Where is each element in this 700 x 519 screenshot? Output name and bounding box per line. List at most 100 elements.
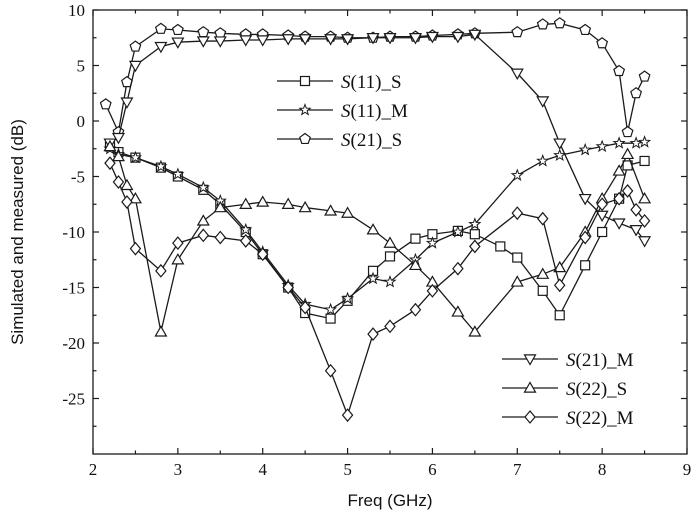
legend-entry: S(22)_S [502,379,627,400]
data-point [510,68,524,80]
data-point [128,191,142,204]
data-point [579,230,591,245]
data-point [578,142,592,156]
data-point [341,34,355,46]
data-point [197,25,210,38]
data-point [281,197,295,209]
data-point [553,260,567,273]
data-point [637,135,652,148]
data-point [510,275,524,287]
data-point [511,25,524,38]
y-tick-label: 5 [77,57,86,76]
data-point [366,223,380,235]
data-point [468,325,482,337]
y-tick-label: -25 [62,390,85,409]
data-point [495,241,506,252]
data-point [512,252,523,263]
data-point [128,60,142,73]
data-point [171,23,184,36]
data-point [536,154,550,167]
data-point [536,96,550,108]
data-point [510,168,524,182]
x-axis-label: Freq (GHz) [348,491,433,510]
data-point [613,191,625,206]
data-point [154,22,167,34]
data-point [282,280,294,295]
data-point [172,236,184,251]
data-point [451,225,465,238]
data-point [112,175,125,189]
data-point [511,206,524,221]
legend-marker [299,132,311,145]
y-tick-label: -10 [62,223,85,242]
x-tick-label: 2 [89,460,98,479]
data-point [410,233,421,244]
data-point [325,313,336,324]
legend-marker [298,103,312,116]
data-point [171,167,185,180]
data-point [408,258,422,271]
data-point [103,139,117,152]
data-point [383,33,397,45]
series-line [109,33,646,242]
data-point [597,226,608,238]
data-point [553,17,566,29]
y-tick-label: -15 [62,279,85,298]
data-point [630,87,643,99]
data-point [629,136,643,149]
data-point [298,200,312,213]
x-tick-label: 5 [343,460,352,479]
series-line [109,162,646,418]
data-point [324,34,338,46]
data-point [120,97,134,109]
data-point [239,233,252,248]
data-point [578,193,592,206]
data-point [468,217,482,230]
data-point [214,230,227,245]
data-point [425,236,440,249]
data-point [367,327,379,342]
legend-label: S(22)_S [566,379,627,400]
data-point [298,34,312,46]
legend-label: S(22)_M [566,408,634,429]
data-point [256,247,269,262]
x-tick-label: 8 [598,460,607,479]
data-point [612,164,626,176]
data-point [553,148,567,162]
data-point [171,37,185,49]
data-point [239,222,253,236]
y-tick-label: -5 [71,168,85,187]
legend-layer: S(11)_S S(11)_M S(21)_S S(21)_M S(22)_S S(22)… [277,72,634,429]
series-s-11-m [103,135,652,316]
data-point [468,29,482,42]
x-tick-label: 7 [513,460,522,479]
data-point [426,283,439,298]
data-point [341,206,355,218]
data-point [196,180,210,194]
data-point [324,204,338,216]
data-point [580,260,591,271]
legend-marker [524,410,536,424]
y-tick-label: -20 [62,334,85,353]
data-point [638,236,652,248]
y-tick-label: 0 [77,112,86,131]
data-point [536,211,549,226]
y-axis-label: Simulated and measured (dB) [8,119,27,345]
data-point [383,275,397,288]
legend-entry: S(11)_M [277,101,408,122]
data-point [537,285,548,296]
data-point [104,156,116,171]
data-point [120,178,134,191]
data-point [129,241,142,256]
data-point [383,236,397,248]
data-point [256,195,270,207]
data-point [536,267,550,279]
data-point [595,139,609,153]
data-point [638,191,652,204]
data-point [596,37,609,49]
data-point [452,261,464,276]
series-s-22-s [103,139,652,337]
data-point [536,18,549,30]
data-point [630,202,642,217]
